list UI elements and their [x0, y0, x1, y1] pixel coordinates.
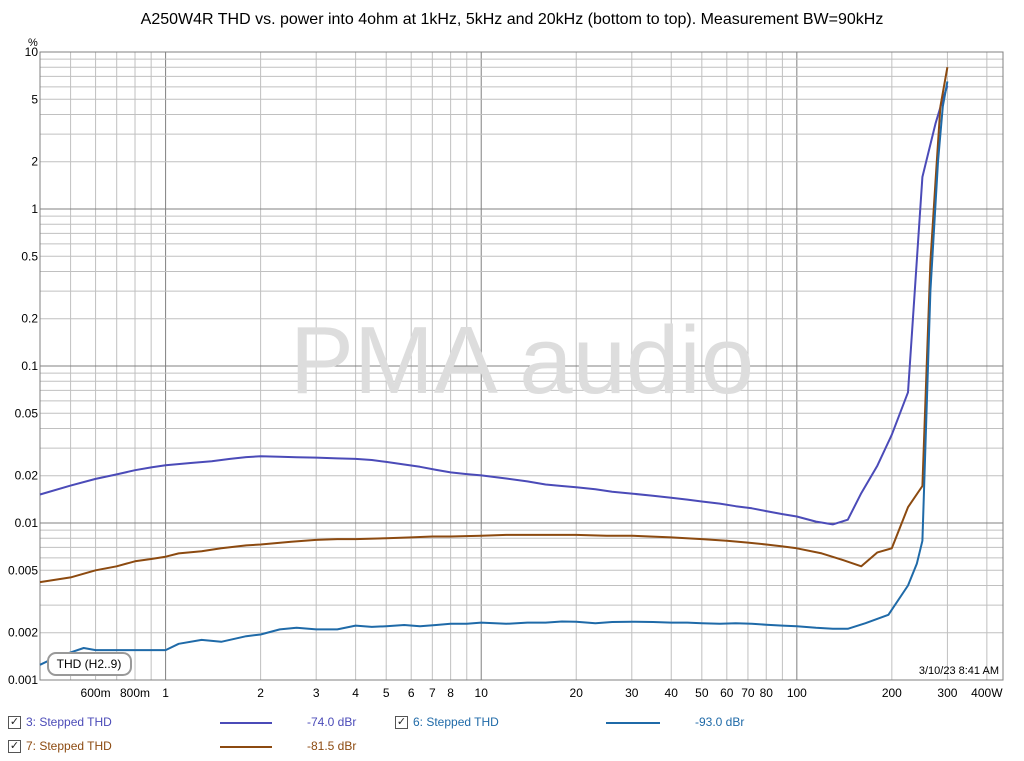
y-axis-label: %	[28, 37, 38, 49]
x-tick-label: 400W	[971, 686, 1003, 700]
series-line-2	[39, 67, 949, 584]
series-line-1	[39, 85, 949, 526]
series-3-checkbox[interactable]: ✓	[8, 715, 21, 729]
y-tick-label: 0.01	[15, 516, 39, 530]
y-tick-label: 0.02	[15, 469, 39, 483]
x-tick-label: 70	[741, 686, 755, 700]
y-tick-label: 2	[31, 155, 38, 169]
x-tick-label: 7	[429, 686, 436, 700]
legend-value-series-3: -74.0 dBr	[307, 715, 357, 729]
x-tick-label: 100	[787, 686, 807, 700]
x-tick-label: 2	[257, 686, 264, 700]
series-line-3	[39, 81, 949, 666]
y-tick-label: 0.2	[21, 312, 38, 326]
x-tick-label: 3	[313, 686, 320, 700]
chart-svg: PMA audio A250W4R THD vs. power into 4ohm…	[8, 11, 1004, 700]
timestamp-text: 3/10/23 8:41 AM	[919, 665, 999, 677]
chart-legend: ✓ 3: Stepped THD -74.0 dBr ✓ 6: Stepped …	[0, 710, 1024, 761]
x-tick-label: 1	[162, 686, 169, 700]
thd-badge-text: THD (H2..9)	[57, 657, 122, 671]
x-tick-label: 10	[475, 686, 489, 700]
x-tick-label: 300	[937, 686, 957, 700]
legend-label-series-3: 3: Stepped THD	[26, 715, 112, 729]
x-tick-label: 800m	[120, 686, 150, 700]
x-tick-label: 30	[625, 686, 639, 700]
legend-swatch-series-7	[220, 746, 272, 748]
y-tick-label: 1	[31, 202, 38, 216]
x-tick-label: 8	[447, 686, 454, 700]
series-7-checkbox[interactable]: ✓	[8, 739, 21, 753]
legend-item-series-7[interactable]: ✓ 7: Stepped THD	[8, 737, 112, 755]
x-tick-label: 20	[570, 686, 584, 700]
y-tick-label: 0.002	[8, 626, 38, 640]
legend-label-series-6: 6: Stepped THD	[413, 715, 499, 729]
chart-title: A250W4R THD vs. power into 4ohm at 1kHz,…	[141, 11, 884, 28]
y-tick-label: 0.5	[21, 249, 38, 263]
y-tick-label: 5	[31, 92, 38, 106]
y-tick-label: 0.05	[15, 406, 39, 420]
plot-frame	[39, 51, 1004, 681]
legend-swatch-series-3	[220, 722, 272, 724]
y-tick-label: 0.1	[21, 359, 38, 373]
x-tick-label: 80	[760, 686, 774, 700]
legend-swatch-series-6	[606, 722, 660, 724]
x-tick-label: 4	[352, 686, 359, 700]
x-tick-label: 200	[882, 686, 902, 700]
legend-value-series-7: -81.5 dBr	[307, 739, 357, 753]
y-tick-label: 0.001	[8, 673, 38, 687]
x-tick-label: 6	[408, 686, 415, 700]
legend-item-series-3[interactable]: ✓ 3: Stepped THD	[8, 713, 112, 731]
x-tick-label: 50	[695, 686, 709, 700]
y-tick-label: 10	[25, 45, 39, 59]
legend-item-series-6[interactable]: ✓ 6: Stepped THD	[395, 713, 499, 731]
x-tick-label: 60	[720, 686, 734, 700]
legend-value-series-6: -93.0 dBr	[695, 715, 745, 729]
legend-label-series-7: 7: Stepped THD	[26, 739, 112, 753]
watermark-text: PMA audio	[290, 307, 754, 414]
x-tick-label: 5	[383, 686, 390, 700]
y-tick-label: 0.005	[8, 563, 38, 577]
x-tick-label: 40	[665, 686, 679, 700]
series-6-checkbox[interactable]: ✓	[395, 715, 408, 729]
x-tick-label: 600m	[81, 686, 111, 700]
thd-badge	[47, 652, 132, 676]
